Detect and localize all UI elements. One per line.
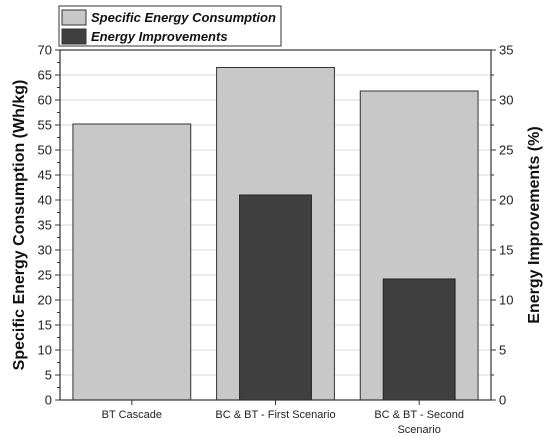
legend-frame — [58, 5, 282, 47]
category-label: BC & BT - First Scenario — [215, 409, 335, 421]
right-tick-label: 20 — [499, 193, 513, 208]
y-axis-left-title: Specific Energy Consumption (Wh/kg) — [11, 80, 28, 371]
bar-specific-energy-consumption — [72, 123, 192, 401]
legend-label-specific-energy-consumption: Specific Energy Consumption — [91, 10, 276, 25]
left-tick-label: 25 — [38, 268, 52, 283]
bars-energy-improvements — [239, 194, 456, 401]
right-tick-label: 25 — [499, 143, 513, 158]
legend-swatch-energy-improvements — [61, 28, 87, 45]
left-tick-label: 20 — [38, 293, 52, 308]
left-tick-label: 10 — [38, 343, 52, 358]
right-tick-label: 5 — [499, 343, 506, 358]
left-tick-label: 55 — [38, 118, 52, 133]
left-tick-label: 30 — [38, 243, 52, 258]
left-tick-label: 40 — [38, 193, 52, 208]
bar-energy-improvements — [239, 194, 312, 401]
category-label: BC & BT - Second Scenario — [374, 409, 464, 436]
left-tick-label: 35 — [38, 218, 52, 233]
right-tick-label: 10 — [499, 293, 513, 308]
right-tick-label: 15 — [499, 243, 513, 258]
left-tick-label: 65 — [38, 68, 52, 83]
right-axis-ticks: 0 5 10 15 20 25 30 35 — [491, 43, 513, 408]
left-tick-label: 60 — [38, 93, 52, 108]
category-axis-labels: BT Cascade BC & BT - First Scenario BC & B… — [102, 400, 464, 436]
left-tick-label: 50 — [38, 143, 52, 158]
category-label: BT Cascade — [102, 409, 162, 421]
right-tick-label: 35 — [499, 43, 513, 58]
legend-label-energy-improvements: Energy Improvements — [91, 29, 228, 44]
right-tick-label: 0 — [499, 393, 506, 408]
left-tick-label: 45 — [38, 168, 52, 183]
left-tick-label: 70 — [38, 43, 52, 58]
legend-swatch-specific-energy-consumption — [61, 9, 87, 26]
y-axis-right-title: Energy Improvements (%) — [526, 126, 543, 323]
right-tick-label: 30 — [499, 93, 513, 108]
legend: Specific Energy Consumption Energy Impro… — [58, 5, 282, 47]
left-axis-ticks: 0 5 10 15 20 25 30 35 40 45 50 55 60 65 70 — [38, 43, 60, 408]
left-tick-label: 0 — [45, 393, 52, 408]
left-tick-label: 15 — [38, 318, 52, 333]
left-tick-label: 5 — [45, 368, 52, 383]
bar-energy-improvements — [382, 278, 456, 401]
bars-specific-energy-consumption — [72, 67, 479, 401]
